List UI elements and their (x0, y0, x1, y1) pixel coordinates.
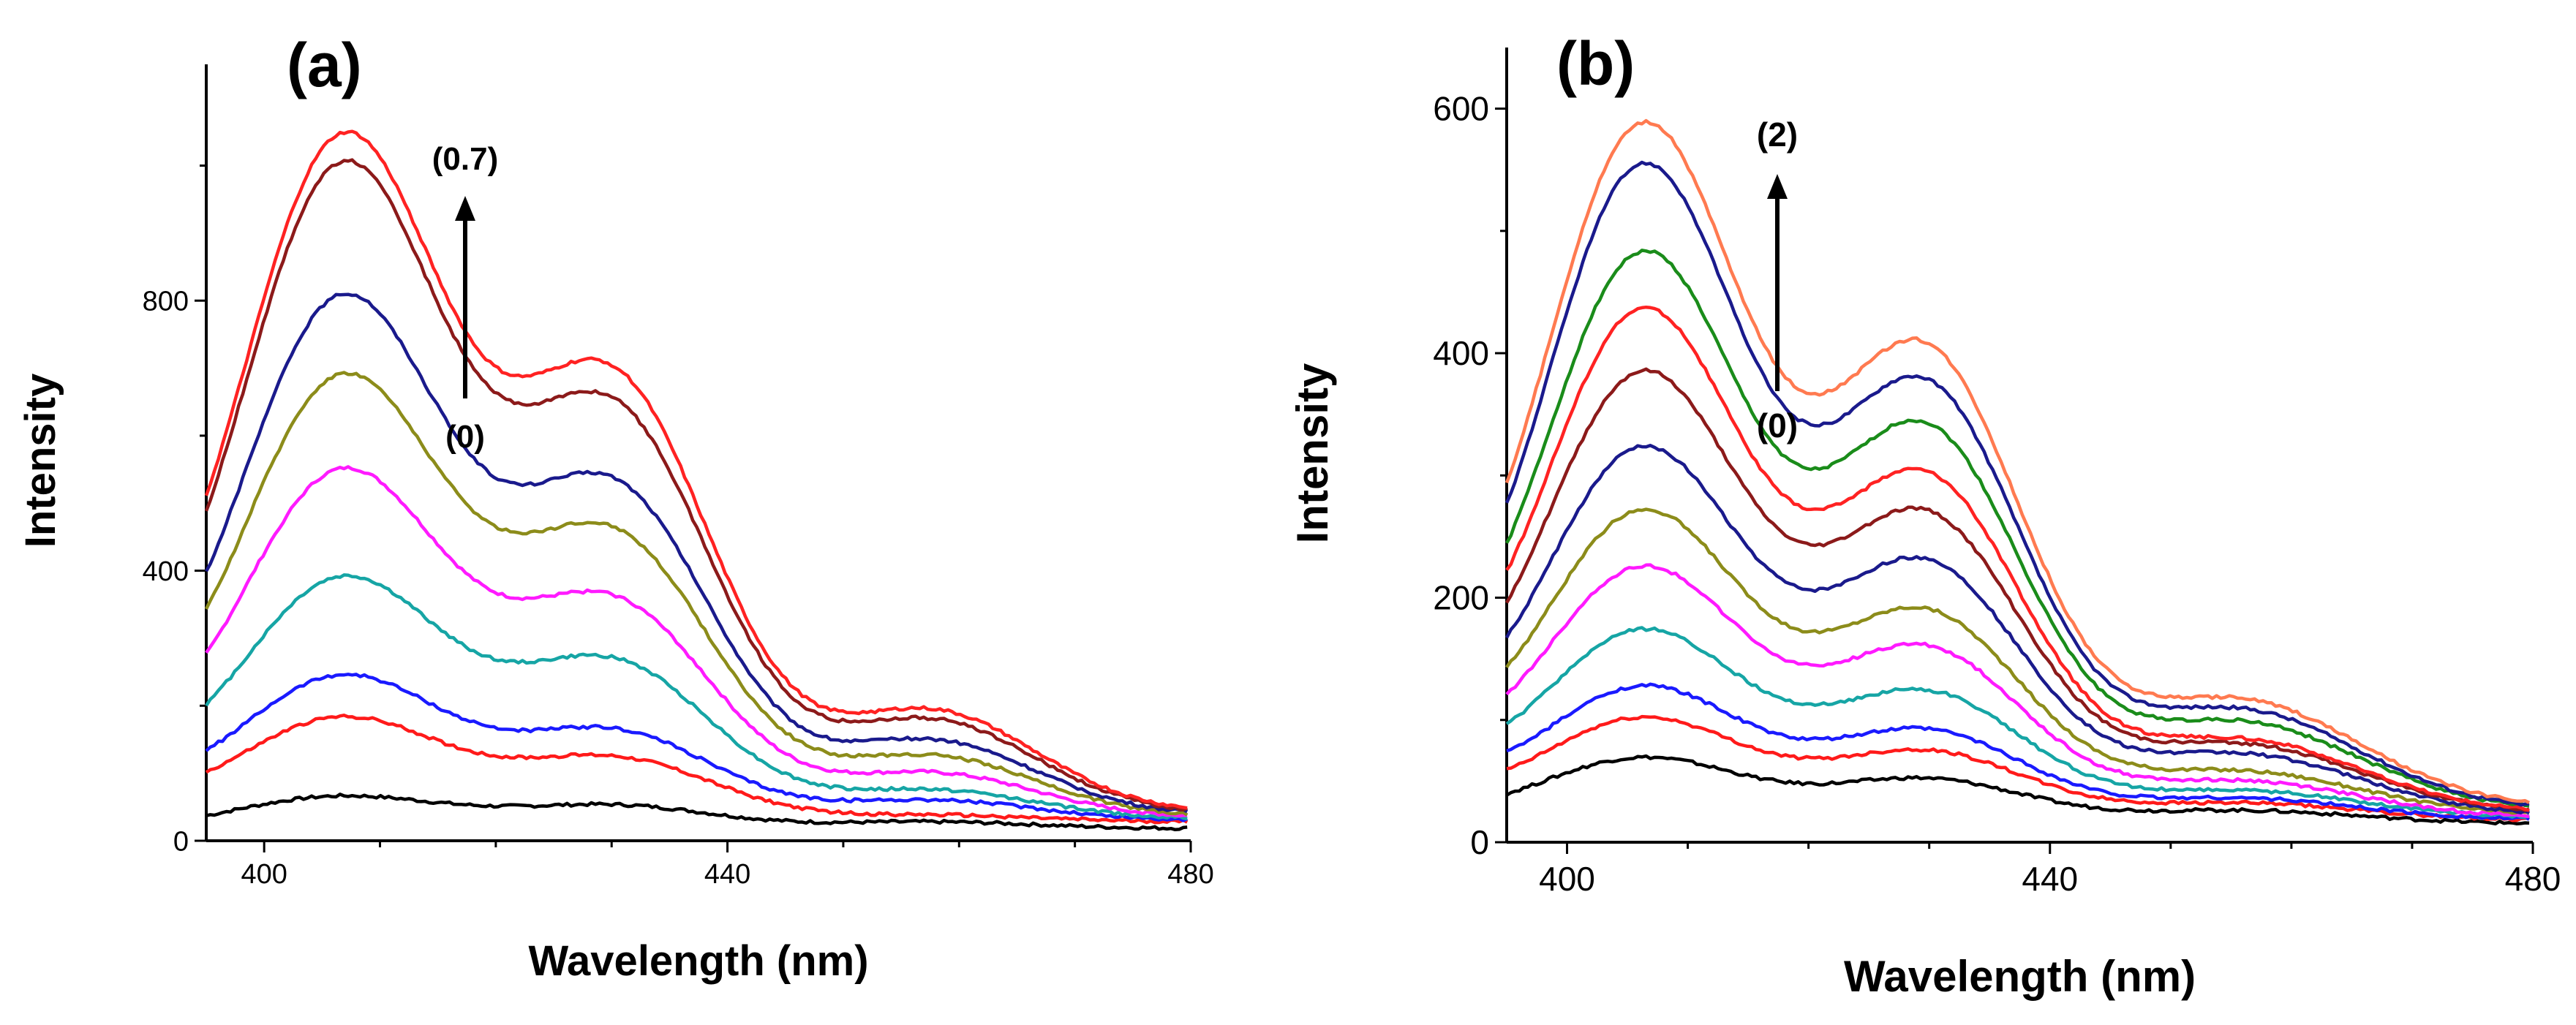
y-axis-label: Intensity (17, 374, 64, 548)
series-line-3 (205, 573, 1188, 821)
series-line-10 (1504, 160, 2530, 807)
series-line-4 (205, 465, 1188, 818)
series-line-1 (205, 714, 1189, 825)
series-line-8 (1505, 305, 2530, 812)
panel-label: (b) (1556, 29, 1635, 98)
y-tick-label: 0 (173, 826, 189, 857)
series-line-1 (1506, 714, 2530, 822)
series-line-9 (1505, 249, 2530, 808)
series-line-8 (204, 129, 1188, 810)
x-tick-label: 480 (1167, 859, 1213, 890)
y-tick-label: 600 (1433, 90, 1489, 128)
y-tick-label: 0 (1470, 823, 1489, 861)
x-tick-label: 480 (2505, 860, 2561, 898)
arrow-end-label: (2) (1757, 116, 1798, 154)
arrow-head (455, 196, 475, 221)
series-line-0 (1505, 754, 2530, 826)
arrow-end-label: (0.7) (432, 141, 498, 177)
series-line-7 (204, 158, 1189, 812)
series-line-3 (1505, 626, 2530, 820)
series-line-0 (206, 793, 1188, 832)
series-line-2 (1506, 682, 2530, 821)
series-line-5 (204, 371, 1189, 817)
series-line-6 (1504, 444, 2531, 815)
x-axis-label: Wavelength (nm) (528, 937, 868, 985)
y-tick-label: 400 (1433, 334, 1489, 372)
series-line-2 (205, 673, 1189, 822)
series-line-7 (1505, 367, 2530, 812)
x-tick-label: 400 (1539, 860, 1595, 898)
series-line-6 (205, 292, 1189, 814)
y-tick-label: 400 (143, 556, 189, 587)
y-tick-label: 200 (1433, 579, 1489, 617)
series-line-11 (1504, 118, 2530, 804)
series-line-4 (1505, 563, 2530, 819)
chart-panel-b: 400 440 480 0 200 400 600 Wavelength (nm) Intens… (1288, 29, 2561, 1001)
arrow-start-label: (0) (1757, 406, 1798, 445)
y-tick-label: 800 (143, 287, 189, 317)
x-axis-label: Wavelength (nm) (1844, 952, 2196, 1001)
arrow-start-label: (0) (445, 419, 485, 455)
series-line-5 (1505, 507, 2530, 815)
panel-label: (a) (287, 31, 362, 99)
x-tick-label: 440 (2022, 860, 2078, 898)
x-tick-label: 440 (704, 859, 750, 890)
arrow-head (1767, 174, 1788, 199)
chart-panel-a: 400 440 480 0 400 800 Wavelength (nm) Intensity… (17, 31, 1214, 985)
y-axis-label: Intensity (1288, 363, 1337, 543)
x-tick-label: 400 (241, 859, 287, 890)
